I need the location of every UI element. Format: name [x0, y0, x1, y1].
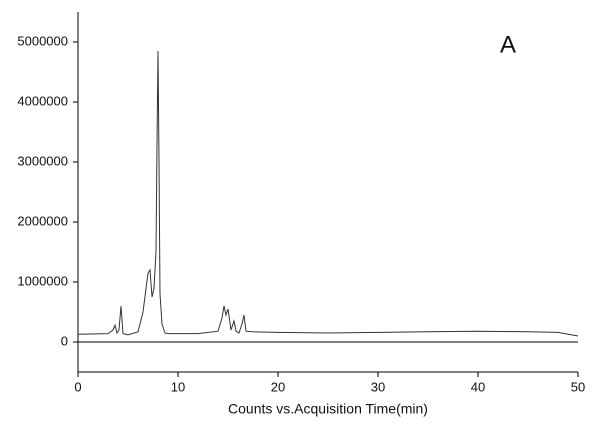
y-tick-label: 0	[61, 333, 68, 348]
x-tick-label: 0	[74, 379, 81, 394]
x-tick-label: 50	[571, 379, 585, 394]
y-tick-label: 5000000	[17, 33, 68, 48]
y-tick-label: 3000000	[17, 153, 68, 168]
y-tick-label: 4000000	[17, 93, 68, 108]
x-tick-label: 40	[471, 379, 485, 394]
x-tick-label: 10	[171, 379, 185, 394]
y-tick-label: 1000000	[17, 273, 68, 288]
annotation: A	[500, 31, 516, 58]
y-tick-label: 2000000	[17, 213, 68, 228]
data-line	[77, 50, 579, 337]
x-tick-label: 20	[271, 379, 285, 394]
x-axis-label: Counts vs.Acquisition Time(min)	[228, 401, 428, 417]
x-tick-label: 30	[371, 379, 385, 394]
